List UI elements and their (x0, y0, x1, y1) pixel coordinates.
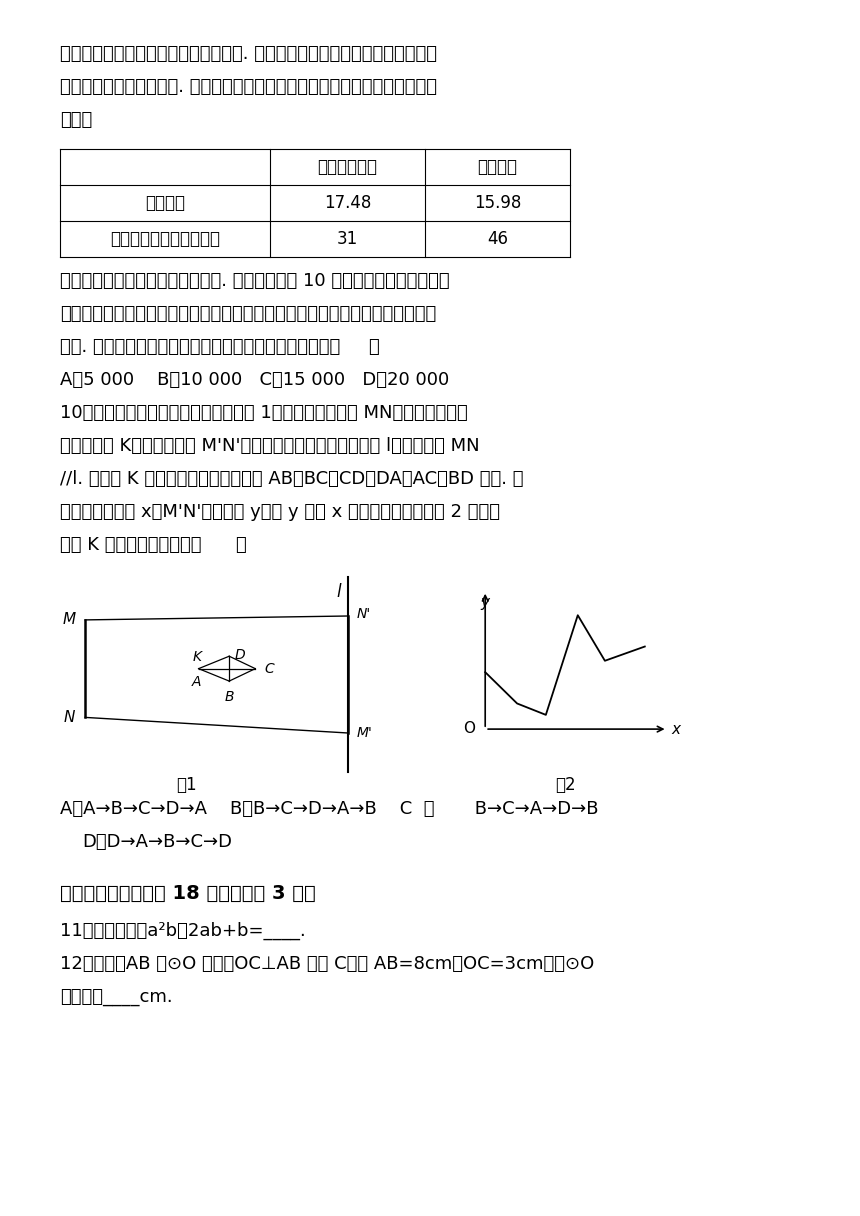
Text: //l. 已知点 K 匀速运动，其运动路径由 AB，BC，CD，DA，AC，BD 组成. 记: //l. 已知点 K 匀速运动，其运动路径由 AB，BC，CD，DA，AC，BD… (60, 471, 524, 488)
Text: 15.98: 15.98 (474, 195, 521, 212)
Text: A．5 000    B．10 000   C．15 000   D．20 000: A．5 000 B．10 000 C．15 000 D．20 000 (60, 371, 449, 389)
Text: M: M (63, 613, 76, 627)
Text: C: C (265, 662, 274, 676)
Text: y: y (481, 595, 489, 610)
Text: 31: 31 (337, 230, 358, 248)
Text: 图2: 图2 (555, 776, 575, 794)
Text: 它的一段时间为 x，M'N'的长度为 y，若 y 关于 x 的函数图象大致如图 2 所示，: 它的一段时间为 x，M'N'的长度为 y，若 y 关于 x 的函数图象大致如图 … (60, 503, 500, 520)
Text: 10．小明在暗室做小孔成像实验，如图 1，固定光源（线段 MN）发出的光经过: 10．小明在暗室做小孔成像实验，如图 1，固定光源（线段 MN）发出的光经过 (60, 404, 468, 422)
Text: D: D (235, 648, 245, 663)
Text: 油电混动汽车: 油电混动汽车 (317, 158, 378, 176)
Text: 每百公里燃油成本（元）: 每百公里燃油成本（元） (110, 230, 220, 248)
Text: 某人计划购入一辆上述品牌的汽车. 他估算了未来 10 年的用车成本，在只考虑: 某人计划购入一辆上述品牌的汽车. 他估算了未来 10 年的用车成本，在只考虑 (60, 272, 450, 289)
Text: 二、填空题（本题共 18 分，每小题 3 分）: 二、填空题（本题共 18 分，每小题 3 分） (60, 884, 316, 903)
Text: x: x (672, 721, 680, 737)
Text: B: B (224, 689, 234, 704)
Text: $l$: $l$ (335, 582, 342, 601)
Text: 车价和燃油成本的情况下，发现选择油电混动汽车的成本不高于选择普通汽车的: 车价和燃油成本的情况下，发现选择油电混动汽车的成本不高于选择普通汽车的 (60, 305, 436, 323)
Text: 动机驱动汽车，节约燃油. 某品牌油电混动汽车与普通汽车的相关成本数据估算: 动机驱动汽车，节约燃油. 某品牌油电混动汽车与普通汽车的相关成本数据估算 (60, 78, 437, 96)
Text: 11．分解因式：a²b－2ab+b=____.: 11．分解因式：a²b－2ab+b=____. (60, 922, 306, 940)
Text: 17.48: 17.48 (324, 195, 372, 212)
Text: 的半径为____cm.: 的半径为____cm. (60, 987, 173, 1006)
Text: K: K (193, 649, 201, 664)
Text: O: O (464, 721, 476, 736)
Text: D．D→A→B→C→D: D．D→A→B→C→D (82, 833, 232, 851)
Text: 小孔（动点 K）成像（线段 M'N'）于足够长的固定挡板（直线 l）上，其中 MN: 小孔（动点 K）成像（线段 M'N'）于足够长的固定挡板（直线 l）上，其中 M… (60, 437, 480, 455)
Text: 如下：: 如下： (60, 111, 92, 129)
Text: 普通汽车: 普通汽车 (477, 158, 518, 176)
Text: M': M' (356, 726, 372, 741)
Text: A: A (192, 675, 201, 689)
Text: N': N' (357, 607, 372, 621)
Text: 图1: 图1 (175, 776, 196, 794)
Text: 购买价格: 购买价格 (145, 195, 185, 212)
Text: 成本. 则他在估算时，预计平均每年行驶的公里数至少为（     ）: 成本. 则他在估算时，预计平均每年行驶的公里数至少为（ ） (60, 338, 380, 356)
Text: 则点 K 的运动路径可能为（      ）: 则点 K 的运动路径可能为（ ） (60, 536, 247, 554)
Text: 12．如图，AB 是⊙O 的弦，OC⊥AB 于点 C，若 AB=8cm，OC=3cm，则⊙O: 12．如图，AB 是⊙O 的弦，OC⊥AB 于点 C，若 AB=8cm，OC=3… (60, 955, 594, 973)
Text: 46: 46 (487, 230, 508, 248)
Text: 浪费的能量回收储存于内置的蓄电池中. 汽车在低速行驶时，使用蓄电池带动电: 浪费的能量回收储存于内置的蓄电池中. 汽车在低速行驶时，使用蓄电池带动电 (60, 45, 437, 63)
Text: N: N (64, 710, 75, 725)
Text: A．A→B→C→D→A    B．B→C→D→A→B    C  ．       B→C→A→D→B: A．A→B→C→D→A B．B→C→D→A→B C ． B→C→A→D→B (60, 800, 599, 818)
